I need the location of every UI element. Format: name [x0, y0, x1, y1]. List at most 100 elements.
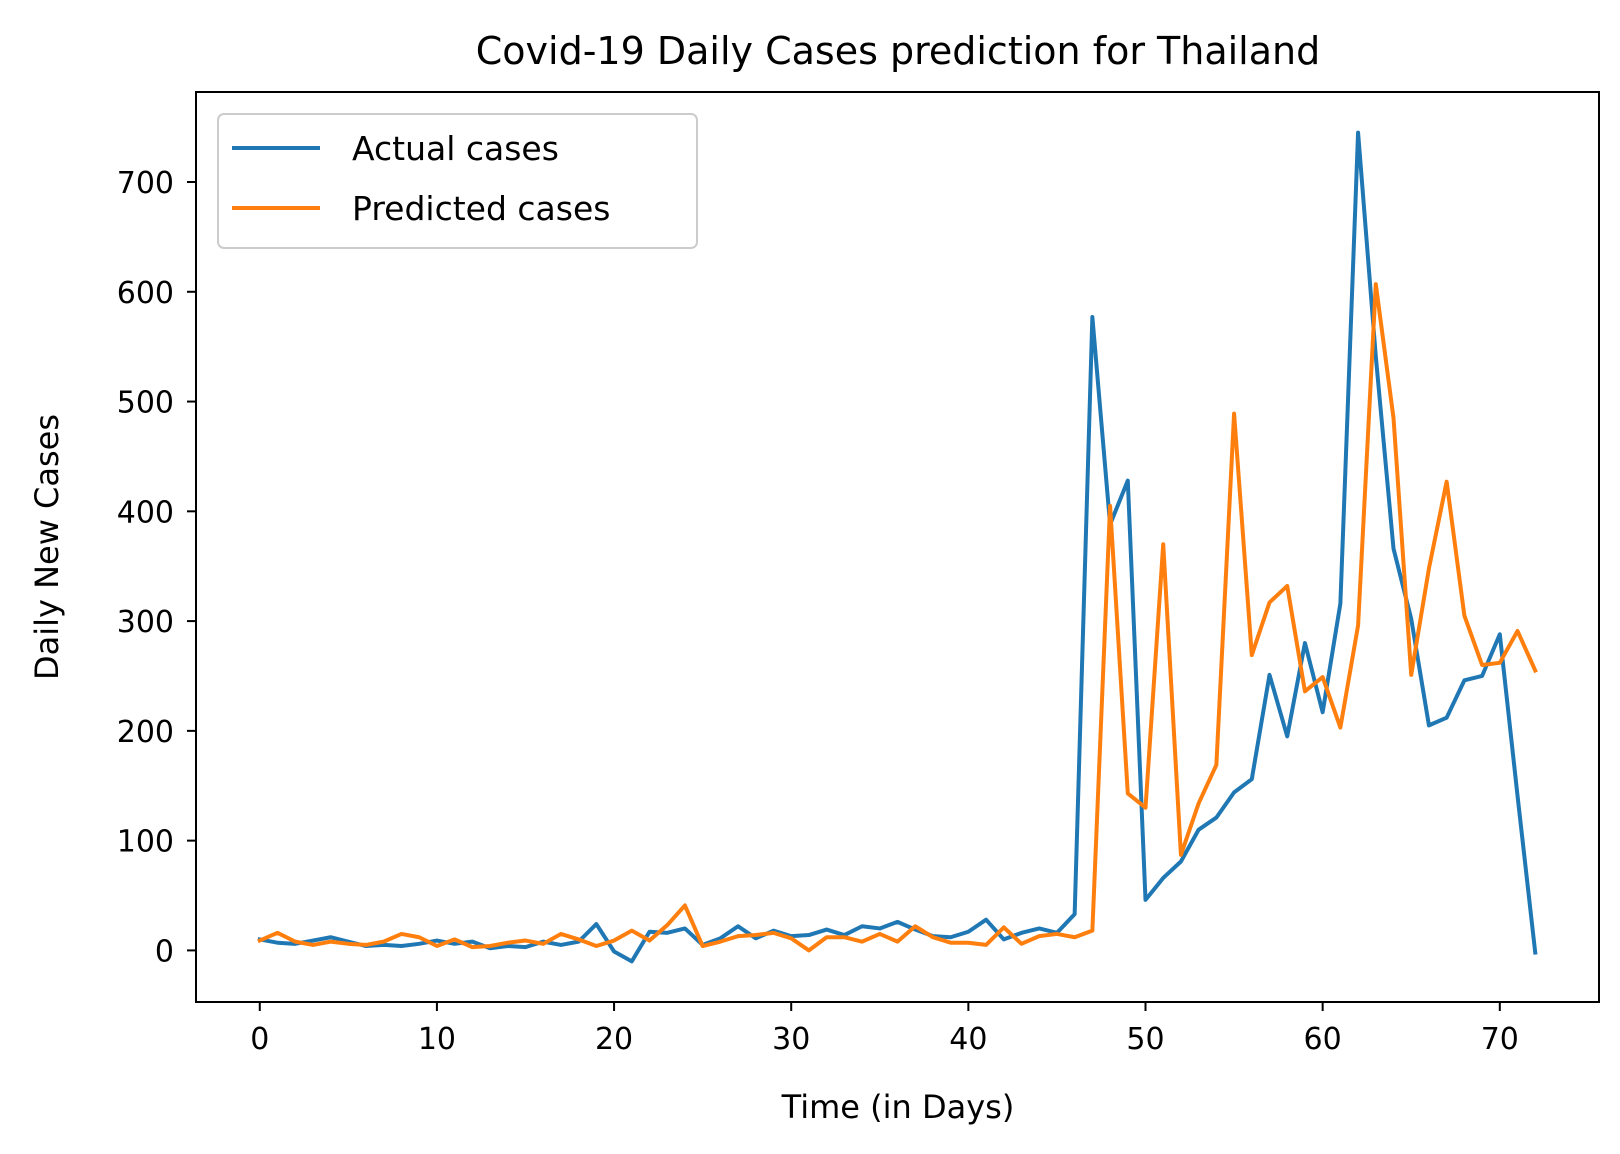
series-line-actual-cases [257, 130, 1538, 964]
data-point-predicted-cases [949, 941, 953, 945]
data-point-predicted-cases [435, 944, 439, 948]
data-point-predicted-cases [1250, 653, 1254, 657]
data-point-predicted-cases [364, 943, 368, 947]
data-point-actual-cases [1374, 355, 1378, 359]
data-point-predicted-cases [1214, 763, 1218, 767]
x-tick-label: 0 [250, 1022, 269, 1057]
data-point-actual-cases [1356, 131, 1360, 135]
data-point-actual-cases [311, 939, 315, 943]
legend-label-actual-cases: Actual cases [352, 129, 559, 168]
data-point-predicted-cases [1197, 801, 1201, 805]
data-point-predicted-cases [470, 945, 474, 949]
data-point-predicted-cases [931, 935, 935, 939]
data-point-actual-cases [1392, 547, 1396, 551]
x-axis-label: Time (in Days) [781, 1088, 1015, 1126]
data-point-predicted-cases [1161, 542, 1165, 546]
data-point-actual-cases [1498, 632, 1502, 636]
x-tick-label: 60 [1304, 1022, 1342, 1057]
y-tick-label: 400 [117, 495, 174, 530]
data-point-actual-cases [275, 941, 279, 945]
legend: Actual cases Predicted cases [217, 113, 698, 249]
data-point-actual-cases [984, 918, 988, 922]
data-point-predicted-cases [1268, 600, 1272, 604]
data-point-actual-cases [1144, 898, 1148, 902]
data-point-actual-cases [1020, 931, 1024, 935]
data-point-actual-cases [559, 943, 563, 947]
data-point-predicted-cases [382, 940, 386, 944]
data-point-actual-cases [1268, 673, 1272, 677]
data-point-predicted-cases [329, 940, 333, 944]
x-tick-label: 30 [772, 1022, 810, 1057]
data-point-predicted-cases [1020, 942, 1024, 946]
data-point-actual-cases [612, 950, 616, 954]
legend-label-predicted-cases: Predicted cases [352, 189, 610, 228]
data-point-actual-cases [1126, 479, 1130, 483]
y-tick-label: 600 [117, 276, 174, 311]
data-point-actual-cases [1516, 794, 1520, 798]
data-point-predicted-cases [1108, 504, 1112, 508]
plot-frame [195, 91, 1600, 1003]
data-point-predicted-cases [1427, 566, 1431, 570]
data-point-actual-cases [453, 942, 457, 946]
data-point-actual-cases [630, 959, 634, 963]
data-point-predicted-cases [1338, 726, 1342, 730]
data-point-predicted-cases [417, 935, 421, 939]
data-point-predicted-cases [258, 939, 262, 943]
data-point-actual-cases [1232, 790, 1236, 794]
data-point-predicted-cases [789, 936, 793, 940]
data-point-predicted-cases [1445, 480, 1449, 484]
data-point-actual-cases [1197, 828, 1201, 832]
data-point-predicted-cases [665, 923, 669, 927]
data-point-predicted-cases [1533, 668, 1537, 672]
x-tick-label: 10 [418, 1022, 456, 1057]
data-point-predicted-cases [541, 942, 545, 946]
data-point-predicted-cases [399, 932, 403, 936]
data-point-predicted-cases [594, 944, 598, 948]
data-point-actual-cases [1409, 617, 1413, 621]
x-tick-label: 40 [949, 1022, 987, 1057]
data-point-predicted-cases [647, 939, 651, 943]
data-point-predicted-cases [825, 935, 829, 939]
data-point-predicted-cases [842, 935, 846, 939]
data-point-actual-cases [594, 922, 598, 926]
legend-box [217, 113, 698, 249]
data-point-predicted-cases [1374, 282, 1378, 286]
data-point-predicted-cases [523, 939, 527, 943]
data-point-actual-cases [523, 945, 527, 949]
data-point-predicted-cases [1090, 929, 1094, 933]
x-axis: 0 10 20 30 40 50 60 70 [250, 1002, 1519, 1057]
data-point-predicted-cases [754, 933, 758, 937]
data-point-actual-cases [860, 924, 864, 928]
data-point-predicted-cases [1232, 412, 1236, 416]
data-point-predicted-cases [1144, 806, 1148, 810]
data-point-actual-cases [435, 939, 439, 943]
data-point-predicted-cases [896, 940, 900, 944]
data-point-predicted-cases [1321, 675, 1325, 679]
data-point-actual-cases [896, 920, 900, 924]
data-point-actual-cases [1303, 641, 1307, 645]
x-tick-label: 70 [1481, 1022, 1519, 1057]
chart-title: Covid-19 Daily Cases prediction for Thai… [476, 29, 1320, 73]
data-point-actual-cases [1002, 937, 1006, 941]
data-point-predicted-cases [1179, 853, 1183, 857]
data-point-predicted-cases [718, 940, 722, 944]
data-point-actual-cases [665, 931, 669, 935]
data-point-predicted-cases [1392, 416, 1396, 420]
data-point-predicted-cases [293, 940, 297, 944]
data-point-predicted-cases [966, 941, 970, 945]
data-point-actual-cases [1179, 859, 1183, 863]
y-tick-label: 100 [117, 825, 174, 860]
data-point-predicted-cases [453, 937, 457, 941]
data-point-predicted-cases [311, 943, 315, 947]
data-point-actual-cases [1073, 912, 1077, 916]
data-point-actual-cases [1214, 816, 1218, 820]
data-point-actual-cases [1037, 926, 1041, 930]
data-point-actual-cases [683, 926, 687, 930]
data-point-predicted-cases [1037, 934, 1041, 938]
data-point-predicted-cases [1516, 629, 1520, 633]
data-point-actual-cases [949, 935, 953, 939]
y-tick-label: 200 [117, 715, 174, 750]
data-point-actual-cases [1161, 876, 1165, 880]
data-point-predicted-cases [807, 948, 811, 952]
